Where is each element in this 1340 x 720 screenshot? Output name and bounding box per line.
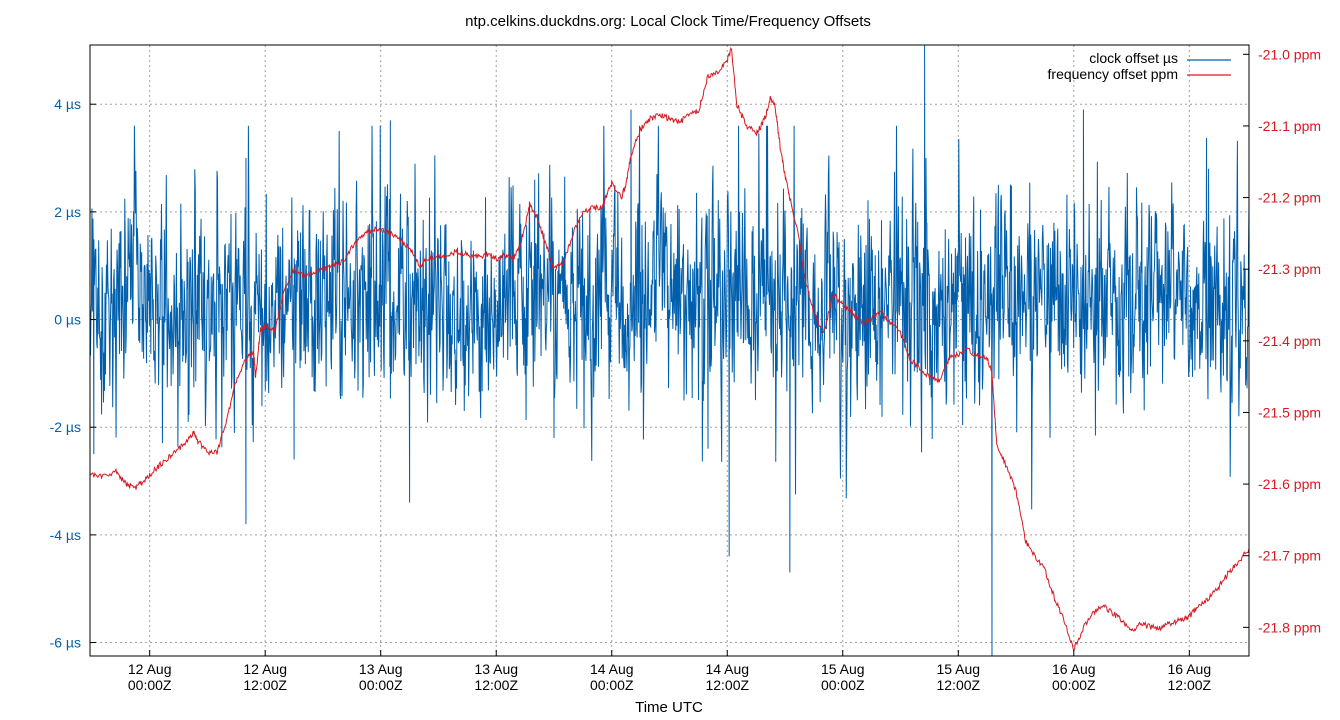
y-right-tick-label: -21.8 ppm xyxy=(1258,619,1321,635)
x-tick-label-date: 12 Aug xyxy=(243,661,287,677)
y-left-tick-label: 2 µs xyxy=(54,204,81,220)
x-tick-label-time: 12:00Z xyxy=(1168,677,1212,693)
plot-frame xyxy=(89,44,1250,657)
legend-label-frequency-offset: frequency offset ppm xyxy=(1048,66,1178,82)
x-tick-label-date: 15 Aug xyxy=(821,661,865,677)
x-tick-label-date: 13 Aug xyxy=(359,661,403,677)
y-right-tick-label: -21.1 ppm xyxy=(1258,118,1321,134)
x-tick-label-time: 00:00Z xyxy=(1052,677,1096,693)
y-left-tick-label: -6 µs xyxy=(50,635,81,651)
frequency-offset-series xyxy=(89,46,1250,652)
y-right-tick-label: -21.5 ppm xyxy=(1258,404,1321,420)
grid xyxy=(90,45,1249,656)
x-tick-label-time: 00:00Z xyxy=(821,677,865,693)
x-tick-label-time: 12:00Z xyxy=(936,677,980,693)
y-right-tick-label: -21.2 ppm xyxy=(1258,190,1321,206)
y-left-tick-label: 0 µs xyxy=(54,312,81,328)
y-left-tick-label: -2 µs xyxy=(50,419,81,435)
x-tick-label-date: 16 Aug xyxy=(1168,661,1212,677)
y-right-tick-label: -21.0 ppm xyxy=(1258,46,1321,62)
chart-title: ntp.celkins.duckdns.org: Local Clock Tim… xyxy=(465,13,871,30)
x-tick-label-time: 12:00Z xyxy=(705,677,749,693)
x-tick-label-time: 00:00Z xyxy=(128,677,172,693)
y-left-tick-label: 4 µs xyxy=(54,96,81,112)
frequency-offset-line xyxy=(89,46,1250,652)
clock-offset-series xyxy=(89,44,1250,657)
x-tick-label-date: 16 Aug xyxy=(1052,661,1096,677)
x-tick-label-time: 12:00Z xyxy=(474,677,518,693)
x-tick-label-date: 12 Aug xyxy=(128,661,172,677)
x-tick-label-date: 14 Aug xyxy=(705,661,749,677)
y-right-tick-label: -21.4 ppm xyxy=(1258,333,1321,349)
x-tick-label-date: 14 Aug xyxy=(590,661,634,677)
y-right-tick-label: -21.3 ppm xyxy=(1258,261,1321,277)
y-right-tick-label: -21.6 ppm xyxy=(1258,476,1321,492)
y-left-tick-label: -4 µs xyxy=(50,527,81,543)
x-tick-label-time: 00:00Z xyxy=(359,677,403,693)
x-axis-label: Time UTC xyxy=(635,699,703,716)
clock-offset-line xyxy=(89,44,1250,657)
x-tick-label-time: 12:00Z xyxy=(243,677,287,693)
legend-label-clock-offset: clock offset µs xyxy=(1089,50,1178,66)
x-tick-label-date: 15 Aug xyxy=(936,661,980,677)
x-tick-label-time: 00:00Z xyxy=(590,677,634,693)
y-right-tick-label: -21.7 ppm xyxy=(1258,548,1321,564)
x-tick-label-date: 13 Aug xyxy=(474,661,518,677)
legend: clock offset µs frequency offset ppm xyxy=(1048,50,1231,82)
